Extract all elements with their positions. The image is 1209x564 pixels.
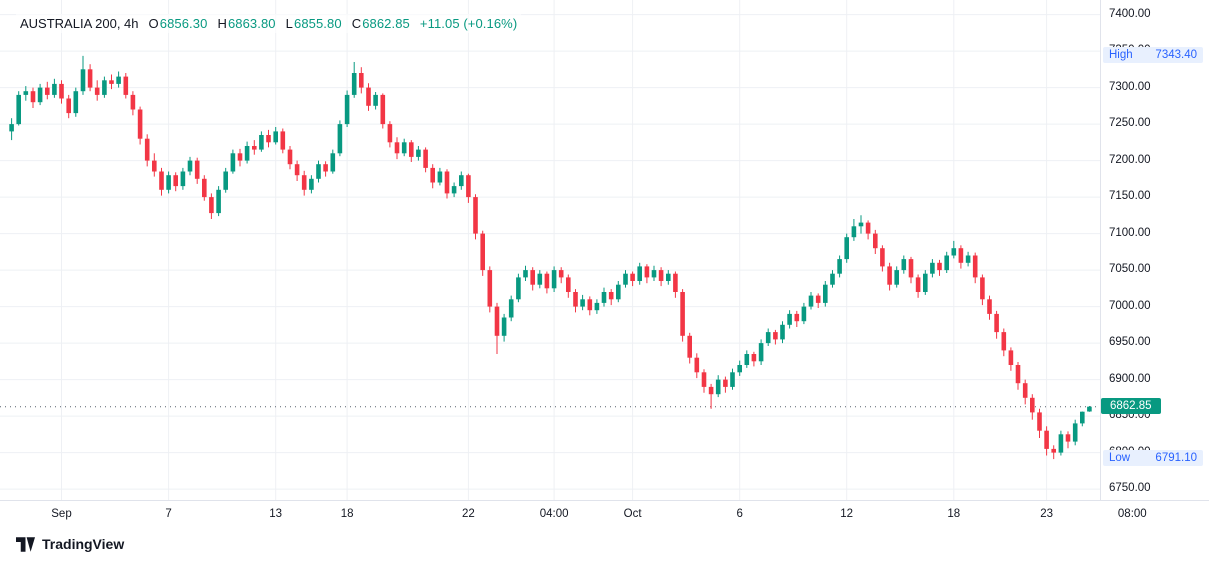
price-axis-label: 7050.00 <box>1109 263 1151 276</box>
price-axis-label: 7100.00 <box>1109 226 1151 239</box>
tradingview-brand-text: TradingView <box>42 536 125 552</box>
symbol-title[interactable]: AUSTRALIA 200, 4h <box>20 16 139 31</box>
time-axis-label: 04:00 <box>539 508 569 520</box>
time-axis-label: 18 <box>947 508 961 520</box>
chart-pane[interactable] <box>0 0 1100 500</box>
low-marker-value: 6791.10 <box>1155 452 1197 465</box>
time-axis-label: 18 <box>340 508 354 520</box>
time-axis[interactable]: Sep 7 13 18 22 04:00 Oct 6 12 18 23 08:00 <box>0 501 1209 527</box>
price-axis-label: 7000.00 <box>1109 299 1151 312</box>
last-price-badge: 6862.85 <box>1101 397 1161 414</box>
candlestick-chart[interactable] <box>0 0 1100 500</box>
ohlc-high: H6863.80 <box>217 16 276 31</box>
symbol-legend[interactable]: AUSTRALIA 200, 4h O6856.30 H6863.80 L685… <box>16 14 522 33</box>
tradingview-logo-icon <box>16 536 35 552</box>
price-axis-label: 7150.00 <box>1109 190 1151 203</box>
low-marker-label: Low <box>1109 452 1131 465</box>
ohlc-low: L6855.80 <box>285 16 342 31</box>
price-axis-label: 7300.00 <box>1109 80 1151 93</box>
price-axis-label: 6950.00 <box>1109 336 1151 349</box>
time-axis-separator <box>0 500 1209 501</box>
time-axis-label: 6 <box>736 508 743 520</box>
high-marker-value: 7343.40 <box>1155 48 1197 61</box>
time-axis-label: 7 <box>165 508 172 520</box>
time-axis-label: Sep <box>51 508 72 520</box>
price-axis-separator <box>1100 0 1101 526</box>
ohlc-open: O6856.30 <box>148 16 208 31</box>
time-axis-label: 13 <box>269 508 283 520</box>
price-axis[interactable]: 6750.006800.006850.006900.006950.007000.… <box>1101 0 1209 500</box>
time-axis-label: 08:00 <box>1117 508 1147 520</box>
time-axis-label: Oct <box>623 508 642 520</box>
price-axis-label: 7250.00 <box>1109 117 1151 130</box>
time-axis-label: 23 <box>1040 508 1053 520</box>
price-change: +11.05 (+0.16%) <box>419 16 518 31</box>
high-price-marker: High 7343.40 <box>1103 46 1203 63</box>
ohlc-close: C6862.85 <box>351 16 410 31</box>
time-axis-label: 22 <box>461 508 475 520</box>
tradingview-attribution[interactable]: TradingView <box>16 536 124 552</box>
price-axis-label: 7400.00 <box>1109 7 1151 20</box>
time-axis-label: 12 <box>840 508 854 520</box>
price-axis-label: 6900.00 <box>1109 372 1151 385</box>
price-axis-label: 7200.00 <box>1109 153 1151 166</box>
high-marker-label: High <box>1109 48 1133 61</box>
low-price-marker: Low 6791.10 <box>1103 450 1203 467</box>
price-axis-label: 6750.00 <box>1109 482 1151 495</box>
